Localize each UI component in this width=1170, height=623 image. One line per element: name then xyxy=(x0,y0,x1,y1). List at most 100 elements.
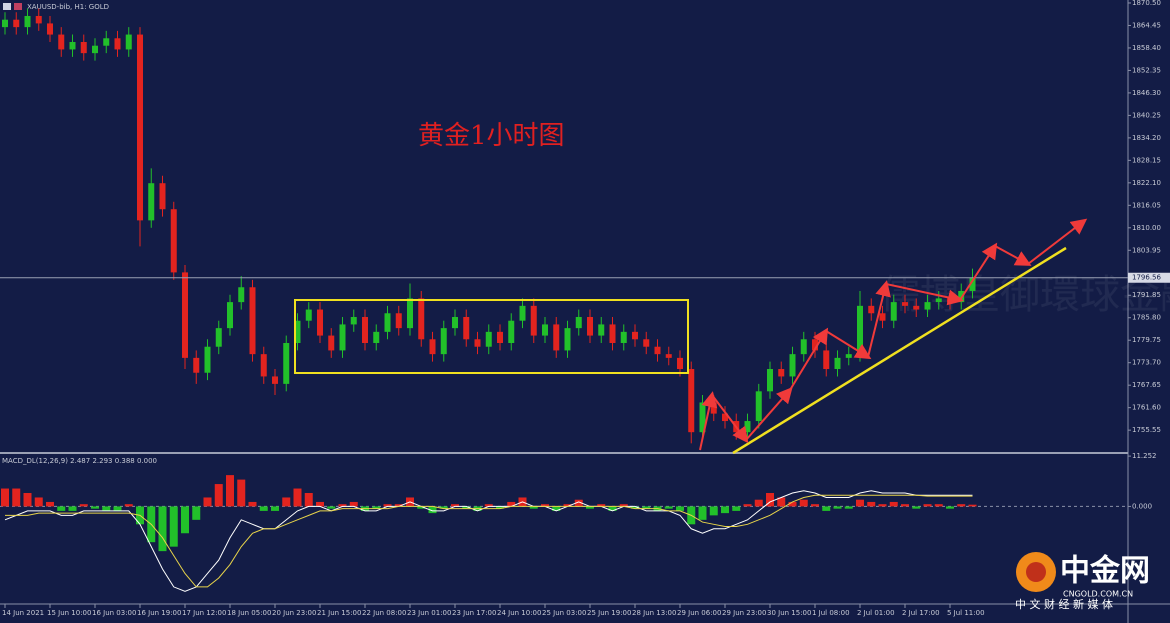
x-tick-label: 21 Jun 15:00 xyxy=(317,609,361,617)
trend-line xyxy=(732,246,1067,455)
y-tick-label: 1791.85 xyxy=(1132,291,1161,299)
candle-body xyxy=(935,298,942,303)
x-tick-label: 17 Jun 12:00 xyxy=(182,609,226,617)
candle-body xyxy=(429,339,436,355)
histogram-bar xyxy=(46,501,54,507)
histogram-bar xyxy=(721,506,729,514)
histogram-bar xyxy=(957,504,966,507)
histogram-bar xyxy=(586,506,594,509)
x-tick-label: 1 Jul 08:00 xyxy=(812,609,850,617)
y-tick-label: 11.252 xyxy=(1132,452,1157,460)
histogram-bar xyxy=(878,504,887,507)
candle-body xyxy=(868,305,875,314)
candle-body xyxy=(58,34,65,50)
candle-body xyxy=(834,357,841,370)
candle-body xyxy=(2,19,8,28)
candle-body xyxy=(238,287,245,303)
candle-body xyxy=(47,23,53,35)
candle-body xyxy=(879,313,886,321)
candle-body xyxy=(317,309,323,336)
candle-body xyxy=(148,183,155,221)
y-tick-label: 1834.20 xyxy=(1132,134,1161,142)
candle-body xyxy=(114,38,121,50)
x-tick-label: 20 Jun 23:00 xyxy=(272,609,316,617)
y-tick-label: 1803.95 xyxy=(1132,246,1161,254)
histogram-bar xyxy=(34,497,43,507)
x-tick-label: 5 Jul 11:00 xyxy=(947,609,985,617)
candle-body xyxy=(452,316,458,329)
candle-body xyxy=(260,354,267,377)
histogram-bar xyxy=(529,506,538,509)
chart-title: 黄金1小时图 xyxy=(418,121,565,151)
x-tick-label: 16 Jun 19:00 xyxy=(137,609,181,617)
histogram-bar xyxy=(248,501,257,507)
candle-body xyxy=(857,305,863,355)
brand-slogan: 中 文 财 经 新 媒 体 xyxy=(1015,597,1113,611)
icon[interactable] xyxy=(14,3,22,10)
histogram-bar xyxy=(743,504,752,507)
signal-line xyxy=(5,494,973,588)
x-tick-label: 2 Jul 01:00 xyxy=(857,609,895,617)
histogram-bar xyxy=(788,501,797,507)
brand: 中金网 xyxy=(1060,554,1150,589)
y-tick-label: 1779.75 xyxy=(1132,336,1161,344)
histogram-bar xyxy=(417,506,426,509)
histogram-bar xyxy=(383,504,392,507)
histogram-bar xyxy=(203,497,212,507)
histogram-bar xyxy=(619,504,628,507)
candle-body xyxy=(339,324,346,351)
candle-body xyxy=(463,316,470,340)
y-tick-label: 1810.00 xyxy=(1132,224,1161,232)
x-tick-label: 24 Jun 10:00 xyxy=(497,609,541,617)
candle-body xyxy=(92,45,98,54)
histogram-bar xyxy=(844,506,853,509)
candle-body xyxy=(654,346,661,355)
histogram-bar xyxy=(327,506,336,509)
histogram-bar xyxy=(867,501,876,507)
candle-body xyxy=(159,183,166,210)
x-tick-label: 25 Jun 19:00 xyxy=(587,609,631,617)
x-tick-label: 18 Jun 05:00 xyxy=(227,609,271,617)
histogram-bar xyxy=(608,506,617,511)
y-tick-label: 1870.50 xyxy=(1132,0,1161,7)
y-tick-label: 1767.65 xyxy=(1132,381,1161,389)
histogram-bar xyxy=(676,506,684,511)
candle-body xyxy=(553,324,560,351)
x-tick-label: 2 Jul 17:00 xyxy=(902,609,940,617)
candle-body xyxy=(744,421,751,433)
candle-body xyxy=(227,302,233,329)
histogram-bar xyxy=(79,504,88,507)
histogram-bar xyxy=(158,506,167,552)
candle-body xyxy=(913,305,920,310)
histogram-bar xyxy=(113,506,122,511)
histogram-bar xyxy=(923,504,932,507)
x-tick-label: 28 Jun 13:00 xyxy=(632,609,676,617)
symbol-label: XAUUSD-bib, H1: GOLD xyxy=(27,3,109,11)
histogram-bar xyxy=(484,504,493,507)
candle-body xyxy=(170,209,177,273)
candle-body xyxy=(677,357,683,370)
indicator-label: MACD_DL(12,26,9) 2.487 2.293 0.388 0.000 xyxy=(2,457,157,465)
histogram-bar xyxy=(889,501,898,507)
x-tick-label: 25 Jun 03:00 xyxy=(542,609,586,617)
current-price-box xyxy=(1128,272,1170,283)
histogram-bar xyxy=(451,504,459,507)
candle-body xyxy=(283,343,290,384)
y-tick-label: 1822.10 xyxy=(1132,179,1161,187)
histogram-bar xyxy=(777,497,786,507)
current-price-label: 1796.56 xyxy=(1132,274,1161,282)
histogram-bar xyxy=(372,506,381,509)
range-box xyxy=(294,299,689,374)
y-tick-label: 1785.80 xyxy=(1132,314,1161,322)
candle-body xyxy=(530,305,537,336)
histogram-bar xyxy=(304,493,313,507)
x-tick-label: 22 Jun 08:00 xyxy=(362,609,406,617)
histogram-bar xyxy=(799,499,808,507)
candle-body xyxy=(24,15,31,28)
icon[interactable] xyxy=(3,3,11,10)
histogram-bar xyxy=(1,488,9,507)
candle-body xyxy=(418,298,425,340)
candle-body xyxy=(722,413,728,422)
x-tick-label: 29 Jun 23:00 xyxy=(722,609,766,617)
candle-body xyxy=(632,331,638,340)
